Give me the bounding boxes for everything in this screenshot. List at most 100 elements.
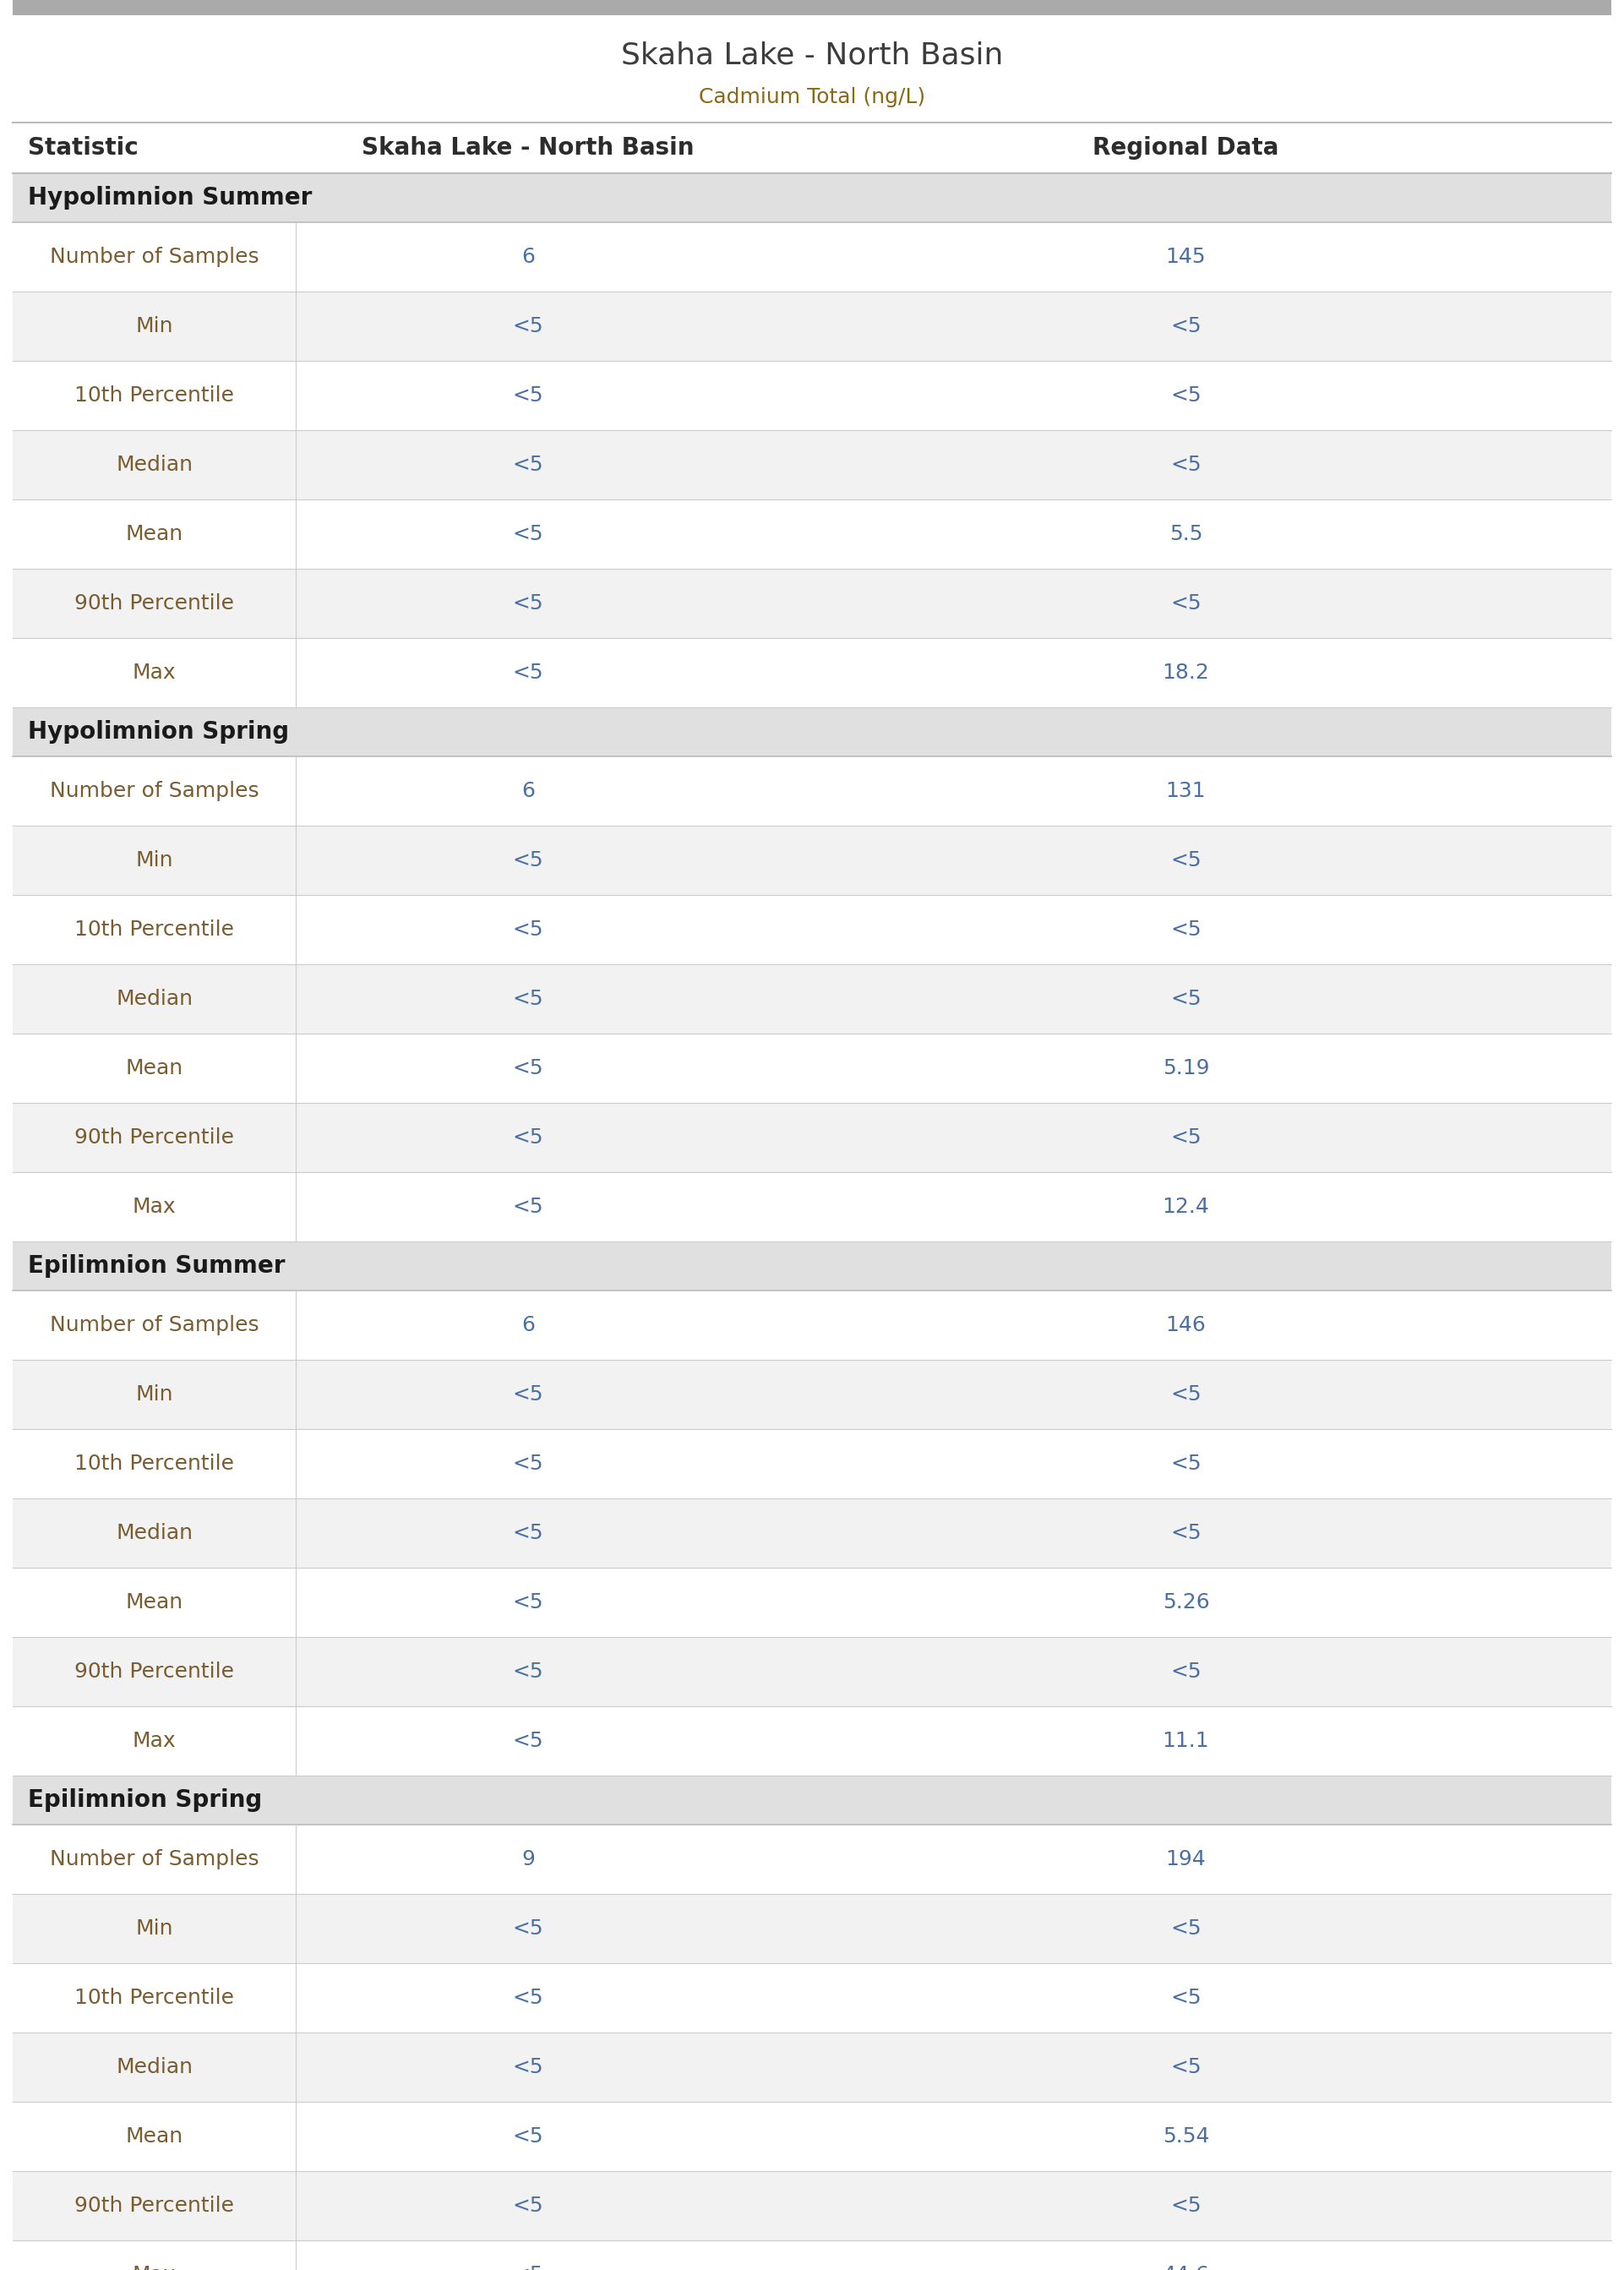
Text: 10th Percentile: 10th Percentile (75, 1453, 234, 1473)
Text: Number of Samples: Number of Samples (50, 1314, 258, 1335)
Bar (13, 291, 1611, 361)
Bar (13, 1637, 1611, 1707)
Text: <5: <5 (513, 2195, 544, 2216)
Text: Skaha Lake - North Basin: Skaha Lake - North Basin (362, 136, 695, 159)
Text: <5: <5 (1171, 1918, 1202, 1939)
Text: <5: <5 (513, 1591, 544, 1612)
Text: 5.5: 5.5 (1169, 524, 1203, 545)
Text: 90th Percentile: 90th Percentile (75, 1128, 234, 1149)
Text: Max: Max (133, 663, 175, 683)
Text: <5: <5 (513, 1730, 544, 1750)
Text: <5: <5 (1171, 316, 1202, 336)
Text: <5: <5 (513, 1523, 544, 1544)
Text: Mean: Mean (125, 524, 184, 545)
Text: 10th Percentile: 10th Percentile (75, 919, 234, 940)
Text: <5: <5 (513, 1453, 544, 1473)
Text: 10th Percentile: 10th Percentile (75, 386, 234, 406)
Text: 90th Percentile: 90th Percentile (75, 1662, 234, 1682)
Text: <5: <5 (513, 316, 544, 336)
Text: <5: <5 (1171, 1128, 1202, 1149)
Bar (13, 1242, 1611, 1292)
Bar (13, 1498, 1611, 1569)
Bar (13, 708, 1611, 756)
Text: 194: 194 (1166, 1850, 1207, 1870)
Text: 6: 6 (521, 781, 534, 801)
Text: <5: <5 (513, 2265, 544, 2270)
Bar (13, 570, 1611, 638)
Bar (13, 0, 1611, 16)
Text: Min: Min (135, 1385, 174, 1405)
Text: 9: 9 (521, 1850, 534, 1870)
Text: <5: <5 (513, 592, 544, 613)
Text: 145: 145 (1166, 247, 1207, 268)
Text: <5: <5 (1171, 851, 1202, 869)
Text: <5: <5 (513, 386, 544, 406)
Text: 44.6: 44.6 (1163, 2265, 1210, 2270)
Text: Mean: Mean (125, 1591, 184, 1612)
Text: Hypolimnion Spring: Hypolimnion Spring (28, 720, 289, 745)
Text: 18.2: 18.2 (1163, 663, 1210, 683)
Text: <5: <5 (1171, 2057, 1202, 2077)
Text: Hypolimnion Summer: Hypolimnion Summer (28, 186, 312, 209)
Text: Number of Samples: Number of Samples (50, 247, 258, 268)
Text: <5: <5 (513, 2127, 544, 2147)
Text: Min: Min (135, 1918, 174, 1939)
Bar (13, 1360, 1611, 1430)
Text: Mean: Mean (125, 2127, 184, 2147)
Text: Max: Max (133, 1196, 175, 1217)
Text: <5: <5 (513, 1918, 544, 1939)
Text: Max: Max (133, 2265, 175, 2270)
Bar (13, 1103, 1611, 1171)
Text: <5: <5 (1171, 1453, 1202, 1473)
Text: 6: 6 (521, 1314, 534, 1335)
Text: <5: <5 (513, 851, 544, 869)
Text: Epilimnion Summer: Epilimnion Summer (28, 1253, 286, 1278)
Bar (13, 2170, 1611, 2240)
Text: 131: 131 (1166, 781, 1207, 801)
Text: <5: <5 (1171, 1989, 1202, 2009)
Text: 10th Percentile: 10th Percentile (75, 1989, 234, 2009)
Text: <5: <5 (513, 2057, 544, 2077)
Text: <5: <5 (513, 1128, 544, 1149)
Text: <5: <5 (1171, 592, 1202, 613)
Bar (13, 431, 1611, 499)
Bar (13, 1893, 1611, 1964)
Text: Statistic: Statistic (28, 136, 138, 159)
Text: <5: <5 (1171, 919, 1202, 940)
Text: Mean: Mean (125, 1058, 184, 1078)
Text: <5: <5 (513, 1662, 544, 1682)
Text: Median: Median (115, 2057, 193, 2077)
Text: <5: <5 (1171, 386, 1202, 406)
Bar (13, 2032, 1611, 2102)
Text: Regional Data: Regional Data (1093, 136, 1280, 159)
Text: 146: 146 (1166, 1314, 1207, 1335)
Bar (13, 826, 1611, 894)
Bar (13, 1775, 1611, 1825)
Text: <5: <5 (513, 1385, 544, 1405)
Text: Median: Median (115, 454, 193, 474)
Text: 12.4: 12.4 (1163, 1196, 1210, 1217)
Text: <5: <5 (513, 1058, 544, 1078)
Text: <5: <5 (513, 663, 544, 683)
Text: <5: <5 (1171, 1662, 1202, 1682)
Text: Cadmium Total (ng/L): Cadmium Total (ng/L) (698, 86, 926, 107)
Text: Max: Max (133, 1730, 175, 1750)
Text: 90th Percentile: 90th Percentile (75, 592, 234, 613)
Text: 6: 6 (521, 247, 534, 268)
Text: <5: <5 (513, 1196, 544, 1217)
Text: Median: Median (115, 990, 193, 1010)
Text: <5: <5 (513, 524, 544, 545)
Text: 5.26: 5.26 (1163, 1591, 1210, 1612)
Text: 5.19: 5.19 (1163, 1058, 1210, 1078)
Text: <5: <5 (1171, 2195, 1202, 2216)
Text: <5: <5 (513, 990, 544, 1010)
Text: <5: <5 (1171, 1523, 1202, 1544)
Text: <5: <5 (1171, 1385, 1202, 1405)
Bar (13, 173, 1611, 222)
Text: Min: Min (135, 851, 174, 869)
Text: Skaha Lake - North Basin: Skaha Lake - North Basin (620, 41, 1004, 70)
Text: Epilimnion Spring: Epilimnion Spring (28, 1789, 261, 1811)
Text: <5: <5 (1171, 454, 1202, 474)
Text: Number of Samples: Number of Samples (50, 781, 258, 801)
Text: 11.1: 11.1 (1163, 1730, 1210, 1750)
